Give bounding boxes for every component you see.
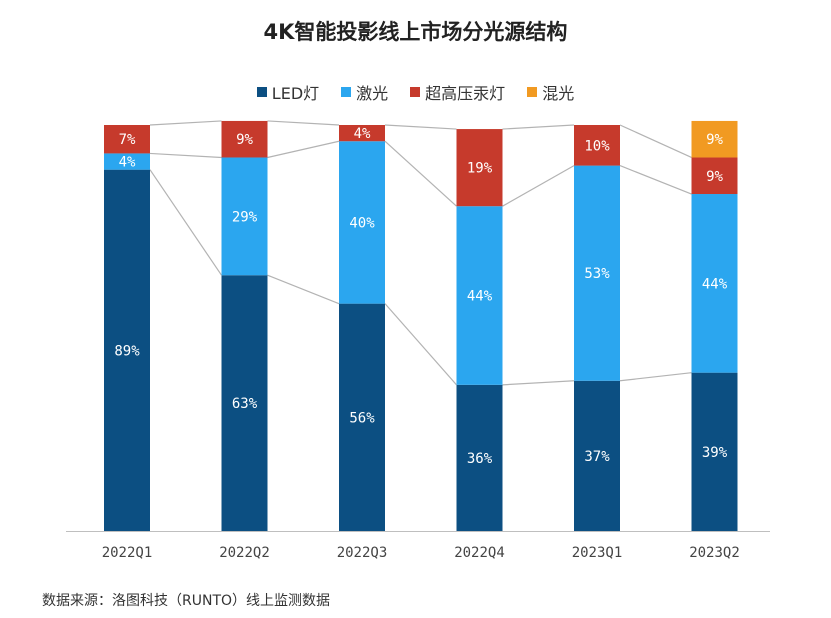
legend-label-led: LED灯 (271, 84, 320, 103)
bar-segments (104, 120, 738, 531)
legend-label-hybrid: 混光 (542, 84, 575, 103)
connector-line (384, 124, 457, 130)
value-label-laser-2023q2: 44% (702, 276, 728, 292)
bar-segment-laser-2023q1 (574, 165, 620, 381)
bar-segment-led-2022q1 (104, 169, 150, 531)
connector-line (267, 120, 340, 126)
bar-segment-uhp-2023q1 (574, 125, 620, 166)
bar-segment-led-2022q3 (339, 303, 385, 531)
value-label-uhp-2022q1: 7% (119, 132, 136, 148)
value-label-uhp-2022q3: 4% (354, 126, 371, 142)
bar-segment-uhp-2022q1 (104, 125, 150, 154)
bar-segment-led-2022q2 (221, 275, 268, 531)
x-tick-label-2022q2: 2022Q2 (219, 545, 270, 561)
connector-line (502, 165, 575, 207)
connector-line (149, 169, 222, 276)
source-note: 数据来源：洛图科技（RUNTO）线上监测数据 (42, 593, 331, 609)
connector-line (619, 372, 692, 382)
value-label-led-2023q2: 39% (702, 445, 728, 461)
legend-item-uhp: 超高压汞灯 (410, 80, 505, 104)
legend-item-laser: 激光 (341, 80, 388, 104)
connector-line (267, 140, 340, 159)
bar-segment-laser-2022q3 (339, 141, 385, 304)
bar-segment-led-2023q2 (691, 372, 738, 531)
value-label-uhp-2022q2: 9% (236, 132, 253, 148)
legend-item-hybrid: 混光 (527, 80, 574, 104)
legend-label-laser: 激光 (356, 84, 389, 103)
bar-segment-uhp-2022q2 (221, 120, 268, 158)
bar-segment-laser-2022q1 (104, 153, 150, 170)
connector-line (619, 165, 692, 195)
bar-segment-laser-2023q2 (691, 194, 738, 373)
bar-segment-laser-2022q4 (456, 206, 503, 385)
value-label-led-2022q2: 63% (232, 396, 258, 412)
value-label-led-2023q1: 37% (584, 449, 610, 465)
value-label-led-2022q4: 36% (467, 451, 493, 467)
connector-line (149, 120, 222, 126)
legend-swatch-hybrid (527, 87, 538, 97)
value-label-laser-2022q3: 40% (349, 215, 375, 231)
connector-lines (149, 120, 692, 386)
x-tick-label-2022q3: 2022Q3 (337, 545, 388, 561)
value-label-led-2022q3: 56% (349, 410, 375, 426)
bar-segment-uhp-2022q3 (339, 125, 385, 142)
value-labels: 89% 4% 7% 63% 29% 9% 56% 40% 4% 36% 44% 19% 37% 53% 10… (114, 126, 727, 467)
bar-segment-hybrid-2023q2 (691, 120, 738, 158)
legend-swatch-uhp (410, 87, 421, 97)
connector-line (384, 303, 457, 386)
connector-line (149, 152, 222, 159)
connector-line (384, 140, 457, 207)
bar-segment-laser-2022q2 (221, 157, 268, 276)
value-label-laser-2022q1: 4% (119, 155, 136, 171)
legend-label-uhp: 超高压汞灯 (425, 84, 506, 103)
x-tick-label-2023q1: 2023Q1 (572, 545, 623, 561)
connector-line (502, 380, 575, 386)
bar-segment-led-2022q4 (456, 384, 503, 531)
bar-segment-uhp-2022q4 (456, 129, 503, 207)
value-label-hybrid-2023q2: 9% (706, 132, 723, 148)
connector-line (502, 124, 575, 130)
legend-swatch-laser (341, 87, 352, 97)
chart-title: 4K智能投影线上市场分光源结构 (263, 20, 568, 44)
value-label-laser-2022q2: 29% (232, 209, 258, 225)
bar-segment-led-2023q1 (574, 380, 620, 531)
value-label-uhp-2023q1: 10% (584, 138, 610, 154)
legend-swatch-led (256, 87, 267, 97)
value-label-laser-2022q4: 44% (467, 289, 493, 305)
x-tick-label-2023q2: 2023Q2 (689, 545, 740, 561)
x-tick-label-2022q4: 2022Q4 (454, 545, 505, 561)
connector-line (267, 274, 340, 305)
value-label-led-2022q1: 89% (114, 343, 140, 359)
bar-segment-uhp-2023q2 (691, 157, 738, 195)
value-label-laser-2023q1: 53% (584, 266, 610, 282)
legend-item-led: LED灯 (256, 80, 320, 104)
connector-line (619, 124, 692, 159)
chart-legend: LED灯 激光 超高压汞灯 混光 (0, 80, 831, 104)
x-axis-tick-labels: 2022Q1 2022Q2 2022Q3 2022Q4 2023Q1 2023Q2 (102, 545, 740, 561)
value-label-uhp-2023q2: 9% (706, 169, 723, 185)
x-tick-label-2022q1: 2022Q1 (102, 545, 153, 561)
value-label-uhp-2022q4: 19% (467, 161, 493, 177)
